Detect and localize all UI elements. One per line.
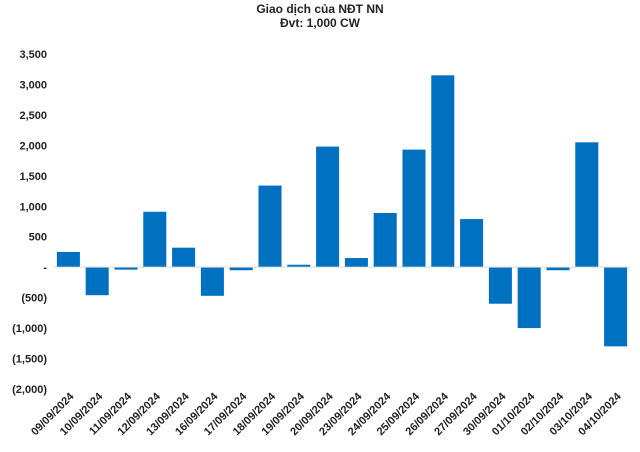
bar-09/09/2024 bbox=[56, 251, 80, 268]
bar-26/09/2024 bbox=[431, 75, 455, 268]
bar-25/09/2024 bbox=[402, 149, 426, 268]
y-tick-label: - bbox=[43, 262, 47, 274]
chart-subtitle: Đvt: 1,000 CW bbox=[279, 16, 361, 30]
bar-10/09/2024 bbox=[85, 267, 109, 296]
bar-03/10/2024 bbox=[575, 142, 599, 268]
bar-23/09/2024 bbox=[344, 258, 368, 268]
bar-20/09/2024 bbox=[316, 146, 340, 268]
y-tick-label: 2,500 bbox=[19, 110, 47, 122]
bar-11/09/2024 bbox=[114, 267, 138, 270]
bar-01/10/2024 bbox=[517, 267, 541, 329]
bar-12/09/2024 bbox=[143, 211, 167, 268]
y-tick-label: (500) bbox=[21, 293, 47, 305]
bar-24/09/2024 bbox=[373, 212, 397, 268]
y-tick-label: 1,000 bbox=[19, 201, 47, 213]
y-axis: (2,000) (1,500) (1,000) (500) - 500 1,000 1,500… bbox=[12, 49, 47, 396]
y-tick-label: 3,000 bbox=[19, 79, 47, 91]
y-tick-label: (1,500) bbox=[12, 354, 47, 366]
y-tick-label: 3,500 bbox=[19, 49, 47, 61]
y-tick-label: (2,000) bbox=[12, 384, 47, 396]
bar-13/09/2024 bbox=[172, 247, 196, 268]
bar-02/10/2024 bbox=[546, 267, 570, 271]
y-tick-label: 500 bbox=[29, 232, 47, 244]
bar-30/09/2024 bbox=[488, 267, 512, 304]
bar-16/09/2024 bbox=[200, 267, 224, 296]
bar-27/09/2024 bbox=[460, 219, 484, 268]
chart-title: Giao dịch của NĐT NN bbox=[256, 2, 384, 16]
bar-18/09/2024 bbox=[258, 185, 282, 268]
bar-04/10/2024 bbox=[604, 267, 628, 347]
bars bbox=[56, 75, 628, 347]
y-tick-label: 2,000 bbox=[19, 140, 47, 152]
bar-17/09/2024 bbox=[229, 267, 253, 271]
y-tick-label: (1,000) bbox=[12, 323, 47, 335]
x-axis: 09/09/202410/09/202411/09/202412/09/2024… bbox=[29, 390, 624, 438]
bar-19/09/2024 bbox=[287, 264, 311, 268]
y-tick-label: 1,500 bbox=[19, 171, 47, 183]
chart-title-block: Giao dịch của NĐT NN Đvt: 1,000 CW bbox=[0, 2, 640, 30]
